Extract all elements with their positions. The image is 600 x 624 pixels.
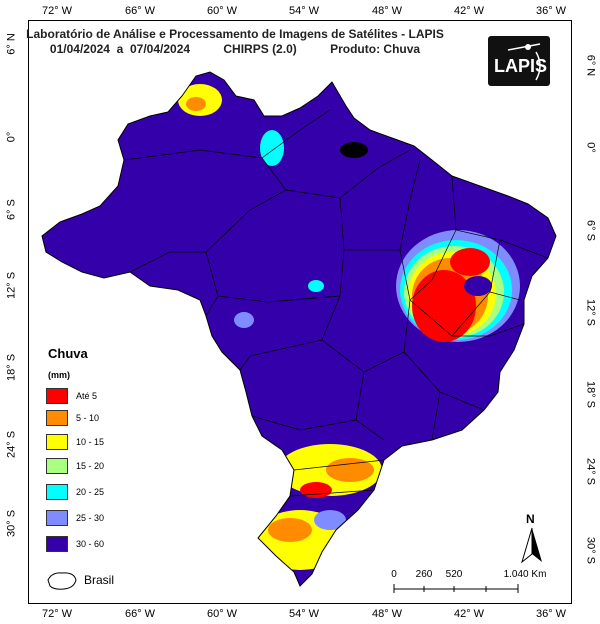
- legend-label: Até 5: [76, 391, 98, 401]
- north-arrow-icon: [521, 527, 542, 564]
- legend-swatch: [46, 458, 68, 474]
- lon-tick-bottom-54w: 54° W: [288, 608, 320, 620]
- legend-label: 15 - 20: [76, 461, 105, 471]
- rain-zone-rs-orange: [268, 518, 312, 542]
- legend-label: 5 - 10: [76, 413, 100, 423]
- rain-zone-ne-red: [412, 270, 476, 342]
- lon-tick-bottom-42w: 42° W: [453, 608, 485, 620]
- legend-item: 10 - 15: [46, 434, 186, 452]
- rain-zone-mt-patch: [308, 280, 324, 292]
- brasil-boundary-icon: [47, 572, 77, 590]
- scale-label-1040: 1.040 Km: [503, 569, 547, 580]
- lon-tick-top-48w: 48° W: [371, 5, 403, 17]
- lon-tick-bottom-48w: 48° W: [371, 608, 403, 620]
- legend-title: Chuva: [48, 346, 88, 361]
- rain-zone-south-orange: [326, 458, 374, 482]
- legend-item: 5 - 10: [46, 410, 186, 428]
- rain-zone-roraima-core: [186, 97, 206, 111]
- scale-label-0: 0: [391, 569, 397, 580]
- lon-tick-top-66w: 66° W: [124, 5, 156, 17]
- legend-item: 25 - 30: [46, 510, 186, 528]
- rain-zone-rondonia: [234, 312, 254, 328]
- scale-bar: [393, 584, 519, 593]
- rain-zone-north-cyan: [260, 130, 284, 166]
- lapis-logo: LAPIS: [488, 36, 550, 86]
- legend-item: 30 - 60: [46, 536, 186, 554]
- legend-label: 30 - 60: [76, 539, 105, 549]
- legend-item: 15 - 20: [46, 458, 186, 476]
- legend-swatch: [46, 434, 68, 450]
- legend-swatch: [46, 510, 68, 526]
- scale-label-260: 260: [415, 569, 433, 580]
- legend-swatch: [46, 484, 68, 500]
- legend-swatch: [46, 388, 68, 404]
- legend-unit: (mm): [48, 370, 70, 380]
- rain-zone-ne-red-north: [450, 248, 490, 276]
- map-subtitle: 01/04/2024 a 07/04/2024 CHIRPS (2.0) Pro…: [49, 42, 421, 56]
- logo-text: LAPIS: [494, 56, 548, 76]
- brasil-boundary-label: Brasil: [84, 573, 115, 587]
- satellite-icon: [507, 43, 541, 81]
- lon-tick-bottom-36w: 36° W: [535, 608, 567, 620]
- map-title: Laboratório de Análise e Processamento d…: [26, 27, 444, 41]
- marajo-island: [340, 142, 368, 158]
- lon-tick-bottom-66w: 66° W: [124, 608, 156, 620]
- legend-swatch: [46, 410, 68, 426]
- lon-tick-top-54w: 54° W: [288, 5, 320, 17]
- legend-label: 25 - 30: [76, 513, 105, 523]
- rain-zone-rs-blue: [314, 510, 346, 530]
- lon-tick-bottom-60w: 60° W: [206, 608, 238, 620]
- rain-zone-ne-wet-patch: [464, 276, 492, 296]
- scale-label-520: 520: [445, 569, 463, 580]
- rain-zone-south-red: [300, 482, 332, 498]
- legend-label: 20 - 25: [76, 487, 105, 497]
- lon-tick-top-42w: 42° W: [453, 5, 485, 17]
- lon-tick-top-36w: 36° W: [535, 5, 567, 17]
- north-label: N: [526, 512, 535, 526]
- brazil-outline: [41, 71, 557, 587]
- lon-tick-top-60w: 60° W: [206, 5, 238, 17]
- legend-item: Até 5: [46, 388, 186, 406]
- legend-item: 20 - 25: [46, 484, 186, 502]
- legend-label: 10 - 15: [76, 437, 105, 447]
- legend-swatch: [46, 536, 68, 552]
- state-borders: [123, 109, 549, 497]
- lon-tick-top-72w: 72° W: [41, 5, 73, 17]
- lon-tick-bottom-72w: 72° W: [41, 608, 73, 620]
